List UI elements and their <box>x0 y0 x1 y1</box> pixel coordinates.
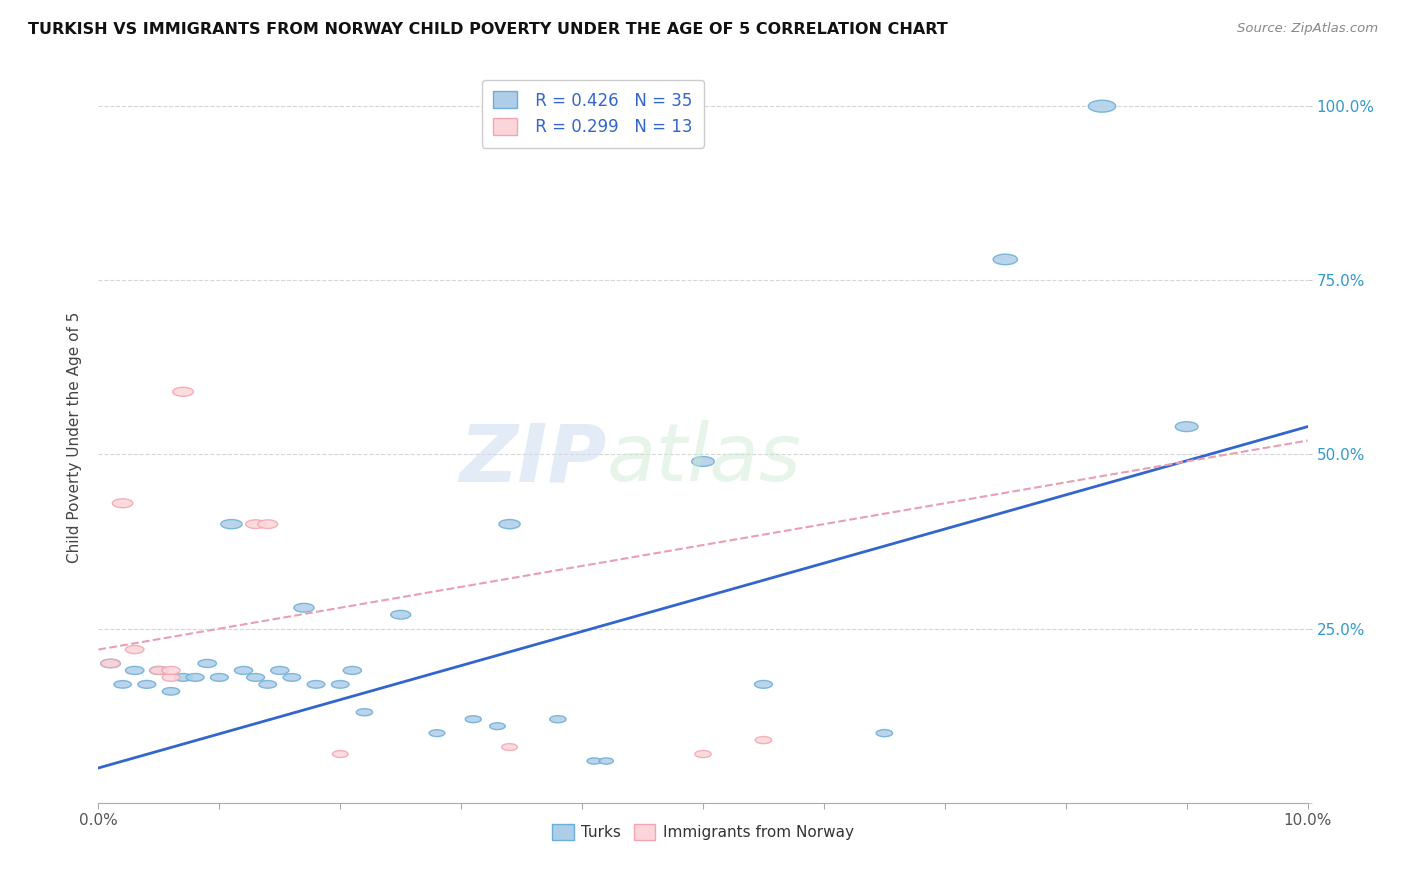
Ellipse shape <box>755 681 772 689</box>
Ellipse shape <box>211 673 228 681</box>
Ellipse shape <box>173 387 194 396</box>
Ellipse shape <box>283 673 301 681</box>
Ellipse shape <box>391 610 411 619</box>
Ellipse shape <box>101 659 121 668</box>
Ellipse shape <box>1175 422 1198 432</box>
Ellipse shape <box>489 723 505 730</box>
Ellipse shape <box>221 519 242 529</box>
Ellipse shape <box>162 666 180 674</box>
Ellipse shape <box>198 659 217 667</box>
Ellipse shape <box>246 673 264 681</box>
Ellipse shape <box>101 659 120 667</box>
Ellipse shape <box>174 673 193 681</box>
Ellipse shape <box>343 666 361 674</box>
Text: atlas: atlas <box>606 420 801 498</box>
Ellipse shape <box>429 730 444 737</box>
Ellipse shape <box>114 681 131 688</box>
Text: TURKISH VS IMMIGRANTS FROM NORWAY CHILD POVERTY UNDER THE AGE OF 5 CORRELATION C: TURKISH VS IMMIGRANTS FROM NORWAY CHILD … <box>28 22 948 37</box>
Ellipse shape <box>993 254 1018 265</box>
Ellipse shape <box>755 737 772 744</box>
Ellipse shape <box>465 715 481 723</box>
Ellipse shape <box>876 730 893 737</box>
Ellipse shape <box>246 520 266 528</box>
Y-axis label: Child Poverty Under the Age of 5: Child Poverty Under the Age of 5 <box>67 311 83 563</box>
Ellipse shape <box>502 744 517 750</box>
Ellipse shape <box>125 646 143 654</box>
Ellipse shape <box>138 681 156 689</box>
Ellipse shape <box>294 603 314 612</box>
Ellipse shape <box>1088 100 1116 112</box>
Text: ZIP: ZIP <box>458 420 606 498</box>
Ellipse shape <box>599 758 613 764</box>
Ellipse shape <box>162 688 180 695</box>
Ellipse shape <box>308 681 325 689</box>
Ellipse shape <box>271 666 288 674</box>
Ellipse shape <box>235 666 253 674</box>
Ellipse shape <box>125 666 143 674</box>
Ellipse shape <box>588 758 602 764</box>
Ellipse shape <box>356 708 373 715</box>
Text: Source: ZipAtlas.com: Source: ZipAtlas.com <box>1237 22 1378 36</box>
Ellipse shape <box>112 499 132 508</box>
Ellipse shape <box>257 520 277 528</box>
Ellipse shape <box>550 715 567 723</box>
Legend: Turks, Immigrants from Norway: Turks, Immigrants from Norway <box>547 818 859 847</box>
Ellipse shape <box>149 666 169 674</box>
Ellipse shape <box>499 519 520 529</box>
Ellipse shape <box>695 750 711 757</box>
Ellipse shape <box>150 666 167 674</box>
Ellipse shape <box>259 681 277 689</box>
Ellipse shape <box>332 681 349 689</box>
Ellipse shape <box>332 750 349 757</box>
Ellipse shape <box>186 673 204 681</box>
Ellipse shape <box>162 673 180 681</box>
Ellipse shape <box>692 457 714 467</box>
